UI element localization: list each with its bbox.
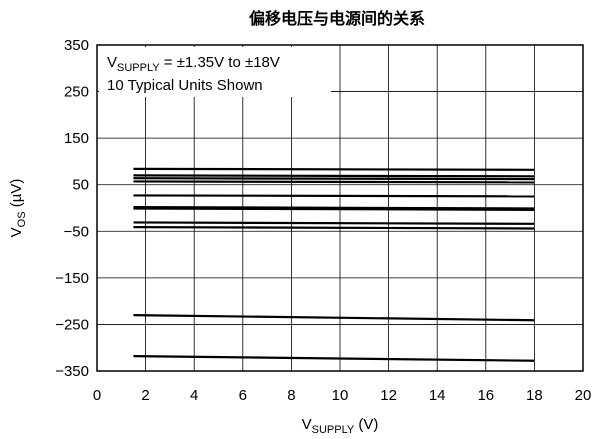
chart-title: 偏移电压与电源间的关系	[249, 9, 425, 28]
series-line-2	[133, 174, 535, 178]
x-tick-label: 2	[141, 387, 149, 404]
y-tick-label: −50	[64, 223, 89, 240]
x-tick-label: 10	[332, 387, 349, 404]
annotation-background	[99, 47, 331, 97]
x-tick-label: 4	[190, 387, 198, 404]
x-tick-label: 6	[239, 387, 247, 404]
x-tick-label: 8	[287, 387, 295, 404]
y-axis-label: VOS (µV)	[8, 179, 28, 238]
x-tick-label: 14	[429, 387, 446, 404]
series-line-8	[133, 221, 535, 225]
x-tick-labels: 0 2 4 6 8 10 12 14 16 18 20	[93, 387, 592, 404]
series-line-5	[133, 194, 535, 198]
x-tick-label: 16	[477, 387, 494, 404]
y-tick-label: 250	[64, 84, 89, 101]
x-tick-label: 18	[526, 387, 543, 404]
x-axis-label: VSUPPLY (V)	[302, 416, 379, 436]
y-tick-labels: 350 250 150 50 −50 −150 −250 −350	[55, 37, 89, 380]
y-tick-label: −150	[55, 270, 89, 287]
plot-frame	[96, 44, 584, 372]
series-line-11	[133, 354, 535, 362]
y-tick-label: −350	[55, 363, 89, 380]
x-tick-label: 20	[575, 387, 592, 404]
series-line-6	[133, 205, 535, 210]
annotation-supply-range: VSUPPLY = ±1.35V to ±18V	[107, 54, 280, 74]
series-line-10	[133, 314, 535, 322]
y-tick-label: −250	[55, 316, 89, 333]
y-tick-label: 50	[72, 177, 89, 194]
data-series	[133, 167, 535, 362]
y-tick-label: 150	[64, 130, 89, 147]
series-line-7	[133, 207, 535, 211]
annotation-units-shown: 10 Typical Units Shown	[107, 77, 263, 94]
y-tick-label: 350	[64, 37, 89, 54]
series-line-1	[133, 167, 535, 171]
x-tick-label: 0	[93, 387, 101, 404]
x-tick-label: 12	[380, 387, 397, 404]
series-line-4	[133, 180, 535, 184]
series-line-3	[133, 177, 535, 181]
series-line-9	[133, 225, 535, 230]
